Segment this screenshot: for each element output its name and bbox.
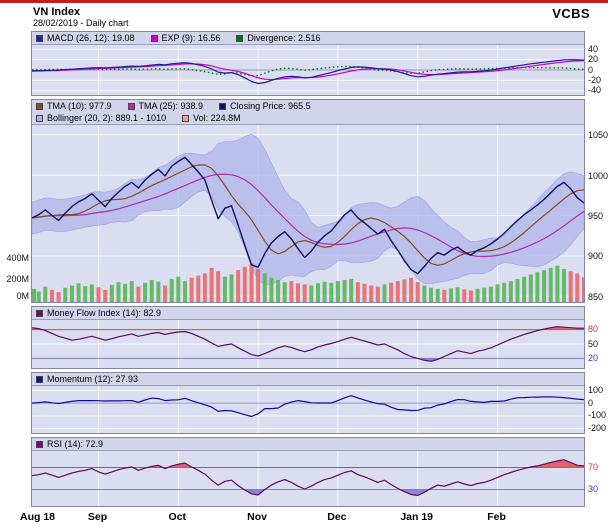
exp-swatch <box>150 34 158 42</box>
x-tick-label: Sep <box>87 511 108 523</box>
volume-swatch <box>182 114 190 122</box>
x-tick-label: Aug 18 <box>20 511 56 523</box>
x-axis: Aug 18 Sep Oct Nov Dec Jan 19 Feb <box>0 510 608 526</box>
legend-item-divergence: Divergence: 2.516 <box>236 33 320 43</box>
left-gutter <box>0 31 31 96</box>
legend-item-tma10: TMA (10): 977.9 <box>36 101 112 111</box>
y-tick-label: 1000 <box>588 170 608 181</box>
y-tick-label: 0 <box>588 64 594 75</box>
y-tick-label: -40 <box>588 85 602 96</box>
momentum-y-axis: 100 0 -100 -200 <box>585 372 608 434</box>
y-tick-label: 900 <box>588 251 604 262</box>
legend-item-macd: MACD (26, 12): 19.08 <box>36 33 135 43</box>
macd-y-axis: 40 20 0 -20 -40 <box>585 31 608 96</box>
macd-panel: MACD (26, 12): 19.08 EXP (9): 16.56 Dive… <box>31 31 585 96</box>
y-tick-label: 950 <box>588 211 604 221</box>
mfi-y-axis: 80 50 20 <box>585 306 608 369</box>
chart-date-subtitle: 28/02/2019 - Daily chart <box>33 18 129 28</box>
y-tick-label: 70 <box>588 462 599 472</box>
legend-item-closing-price: Closing Price: 965.5 <box>219 101 311 111</box>
price-plot <box>32 125 584 302</box>
y-tick-label: 850 <box>588 291 604 302</box>
left-gutter <box>0 372 31 434</box>
legend-item-volume: Vol: 224.8M <box>182 113 241 123</box>
rsi-panel: RSI (14): 72.9 <box>31 437 585 507</box>
y-tick-label: 40 <box>588 43 599 54</box>
bollinger-swatch <box>36 114 43 122</box>
y-tick-label: -200 <box>588 423 607 434</box>
rsi-swatch <box>36 440 43 448</box>
macd-legend: MACD (26, 12): 19.08 EXP (9): 16.56 Dive… <box>32 32 584 45</box>
momentum-plot <box>32 386 584 433</box>
price-panel: TMA (10): 977.9 TMA (25): 938.9 Closing … <box>31 99 585 303</box>
volume-tick-label: 0M <box>16 291 29 301</box>
brand-logo: VCBS <box>552 6 590 21</box>
volume-axis: 400M 200M 0M <box>0 99 31 303</box>
page-title: VN Index <box>33 6 81 18</box>
macd-swatch <box>36 34 43 42</box>
tma10-swatch <box>36 102 43 110</box>
mfi-swatch <box>36 309 43 317</box>
chart-header: VN Index 28/02/2019 - Daily chart VCBS <box>0 3 608 31</box>
y-tick-label: 20 <box>588 352 599 363</box>
y-tick-label: 20 <box>588 54 599 65</box>
x-tick-label: Jan 19 <box>400 511 434 523</box>
y-tick-label: -100 <box>588 410 607 421</box>
price-row: 400M 200M 0M TMA (10): 977.9 TMA (25): 9… <box>0 99 608 303</box>
y-tick-label: 0 <box>588 397 594 408</box>
closing-price-swatch <box>219 102 227 110</box>
mfi-row: Money Flow Index (14): 82.9 80 50 20 <box>0 306 608 369</box>
mfi-legend: Money Flow Index (14): 82.9 <box>32 307 584 320</box>
y-tick-label: 80 <box>588 324 599 335</box>
rsi-plot <box>32 451 584 506</box>
y-tick-label: -20 <box>588 74 602 85</box>
macd-plot <box>32 45 584 95</box>
y-tick-label: 30 <box>588 484 599 494</box>
x-tick-label: Oct <box>168 511 187 523</box>
y-tick-label: 1050 <box>588 130 608 141</box>
y-tick-label: 50 <box>588 338 599 349</box>
left-gutter <box>0 306 31 369</box>
mfi-panel: Money Flow Index (14): 82.9 <box>31 306 585 369</box>
x-tick-label: Nov <box>247 511 268 523</box>
x-tick-label: Feb <box>487 511 506 523</box>
legend-item-tma25: TMA (25): 938.9 <box>127 101 203 111</box>
price-y-axis: 1050 1000 950 900 850 <box>585 99 608 303</box>
momentum-panel: Momentum (12): 27.93 <box>31 372 585 434</box>
legend-item-momentum: Momentum (12): 27.93 <box>36 374 138 384</box>
momentum-legend: Momentum (12): 27.93 <box>32 373 584 386</box>
macd-row: MACD (26, 12): 19.08 EXP (9): 16.56 Dive… <box>0 31 608 96</box>
volume-tick-label: 400M <box>6 253 29 263</box>
volume-tick-label: 200M <box>6 274 29 284</box>
momentum-swatch <box>36 375 43 383</box>
tma25-swatch <box>127 102 135 110</box>
rsi-row: RSI (14): 72.9 70 30 <box>0 437 608 507</box>
mfi-plot <box>32 320 584 368</box>
legend-item-mfi: Money Flow Index (14): 82.9 <box>36 308 161 318</box>
x-tick-label: Dec <box>327 511 347 523</box>
divergence-swatch <box>236 34 244 42</box>
legend-item-rsi: RSI (14): 72.9 <box>36 439 103 449</box>
legend-item-bollinger: Bollinger (20, 2): 889.1 - 1010 <box>36 113 166 123</box>
momentum-row: Momentum (12): 27.93 100 0 -100 -200 <box>0 372 608 434</box>
price-legend: TMA (10): 977.9 TMA (25): 938.9 Closing … <box>32 100 584 125</box>
rsi-y-axis: 70 30 <box>585 437 608 507</box>
legend-item-exp: EXP (9): 16.56 <box>150 33 220 43</box>
rsi-legend: RSI (14): 72.9 <box>32 438 584 451</box>
y-tick-label: 100 <box>588 384 604 395</box>
left-gutter <box>0 437 31 507</box>
